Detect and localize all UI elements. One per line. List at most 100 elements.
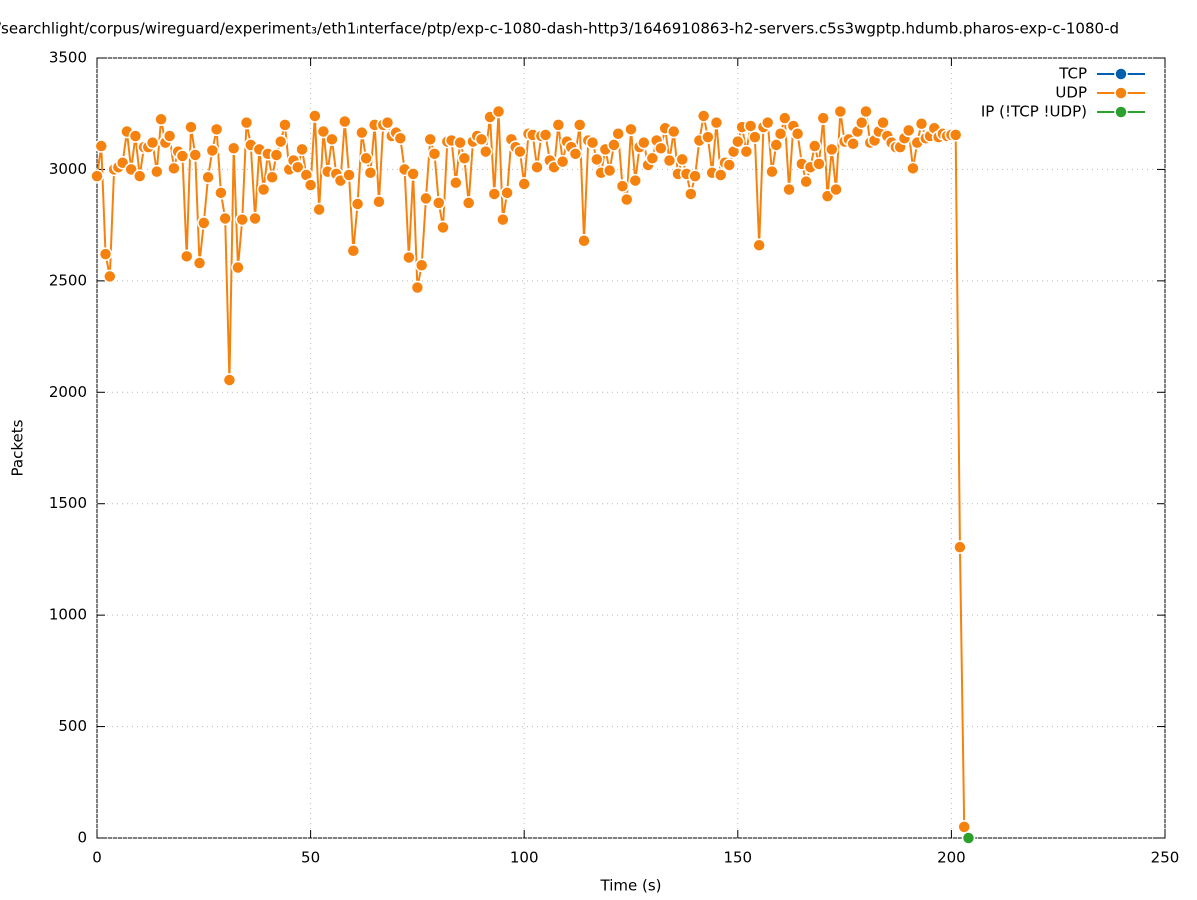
- data-point: [513, 144, 527, 159]
- data-point: [256, 182, 271, 197]
- data-point: [410, 280, 425, 295]
- data-point: [876, 115, 890, 130]
- data-point: [829, 182, 843, 197]
- data-point: [854, 115, 869, 130]
- data-point: [637, 135, 651, 150]
- y-axis-label: Packets: [9, 419, 27, 476]
- data-point: [179, 249, 194, 264]
- y-tick-label: 500: [58, 717, 87, 735]
- data-point: [350, 197, 365, 211]
- legend-marker: [1114, 105, 1128, 119]
- data-point: [722, 158, 737, 172]
- data-point: [739, 144, 754, 159]
- data-point: [602, 163, 617, 178]
- legend-label: IP (!TCP !UDP): [981, 103, 1087, 121]
- data-point: [688, 169, 702, 183]
- data-point: [192, 256, 207, 270]
- y-tick-label: 3000: [49, 160, 87, 178]
- data-point: [355, 125, 369, 140]
- data-point: [103, 269, 117, 284]
- data-point: [325, 132, 339, 147]
- y-tick-label: 1500: [49, 494, 87, 512]
- data-point: [731, 134, 745, 149]
- data-point: [278, 118, 292, 132]
- data-point: [291, 160, 305, 174]
- data-point: [406, 167, 420, 181]
- data-point: [713, 168, 728, 182]
- data-point: [303, 178, 318, 192]
- data-point: [782, 182, 796, 197]
- data-point: [585, 135, 600, 150]
- data-point: [265, 170, 279, 184]
- data-point: [363, 166, 378, 180]
- data-point: [218, 211, 232, 226]
- data-point: [474, 132, 489, 147]
- data-point: [167, 161, 181, 176]
- data-point: [432, 196, 446, 210]
- data-point: [419, 191, 433, 206]
- data-point: [607, 138, 621, 152]
- data-point: [846, 137, 860, 151]
- chart-title: /searchlight/corpus/wireguard/experiment…: [0, 20, 1119, 38]
- x-tick-label: 50: [301, 849, 320, 867]
- data-point: [645, 151, 660, 166]
- data-point: [914, 116, 929, 131]
- data-point: [226, 141, 241, 156]
- data-point: [269, 148, 284, 162]
- data-point: [816, 111, 830, 125]
- x-tick-label: 100: [510, 849, 539, 867]
- y-tick-label: 0: [77, 829, 87, 847]
- data-point: [414, 258, 429, 273]
- data-point: [773, 127, 788, 141]
- data-point: [316, 124, 331, 139]
- data-point: [496, 212, 510, 227]
- data-point: [205, 143, 220, 158]
- data-point: [346, 244, 361, 258]
- data-point: [188, 148, 203, 162]
- data-point: [953, 540, 967, 554]
- data-point: [423, 132, 437, 147]
- data-point: [90, 169, 104, 183]
- x-tick-label: 150: [723, 849, 752, 867]
- y-tick-label: 2000: [49, 383, 87, 401]
- y-tick-label: 1000: [49, 606, 87, 624]
- x-tick-label: 200: [937, 849, 966, 867]
- data-point: [538, 128, 553, 142]
- data-point: [491, 104, 506, 119]
- data-point: [239, 115, 254, 130]
- data-point: [145, 135, 160, 150]
- data-point: [611, 127, 625, 141]
- x-axis-label: Time (s): [600, 877, 662, 895]
- data-point: [812, 157, 826, 171]
- data-point: [790, 127, 805, 141]
- data-point: [201, 170, 215, 184]
- x-tick-label: 250: [1151, 849, 1180, 867]
- data-point: [94, 139, 109, 153]
- data-point: [709, 115, 724, 130]
- data-point: [461, 196, 476, 210]
- data-point: [487, 187, 502, 201]
- data-point: [619, 192, 634, 207]
- data-point: [402, 250, 416, 265]
- data-point: [825, 142, 839, 157]
- data-point: [128, 129, 143, 143]
- legend-label: UDP: [1055, 84, 1087, 102]
- data-point: [500, 186, 514, 200]
- y-tick-label: 3500: [49, 49, 87, 67]
- data-point: [760, 115, 775, 130]
- data-point: [154, 112, 168, 127]
- data-point: [517, 177, 531, 191]
- data-point: [222, 373, 237, 387]
- data-point: [197, 216, 211, 230]
- data-point: [162, 129, 177, 143]
- x-tick-label: 0: [92, 849, 102, 867]
- data-point: [624, 122, 638, 137]
- data-point: [427, 147, 442, 161]
- data-point: [666, 124, 681, 139]
- data-point: [684, 187, 698, 201]
- data-point: [436, 220, 450, 235]
- data-point: [248, 211, 262, 226]
- data-point: [701, 130, 715, 144]
- data-point: [214, 186, 228, 200]
